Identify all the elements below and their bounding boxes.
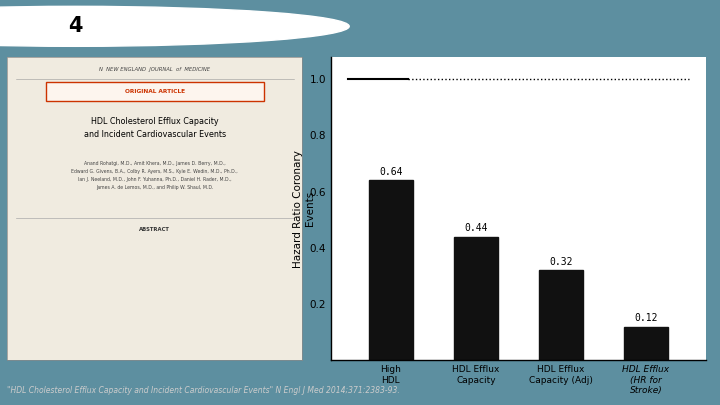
Bar [539, 271, 583, 360]
Text: ORIGINAL ARTICLE: ORIGINAL ARTICLE [125, 89, 185, 94]
Y-axis label: Hazard Ratio Coronary
Events: Hazard Ratio Coronary Events [294, 149, 315, 268]
Text: 0.32: 0.32 [549, 257, 572, 267]
Text: 0.64: 0.64 [379, 167, 402, 177]
Bar [369, 181, 413, 360]
FancyBboxPatch shape [45, 82, 264, 101]
Text: 0.44: 0.44 [464, 223, 487, 233]
Text: 4: 4 [68, 16, 83, 36]
Circle shape [0, 6, 349, 46]
Text: Anand Rohatgi, M.D., Amit Khera, M.D., James D. Berry, M.D.,
Edward G. Givens, B: Anand Rohatgi, M.D., Amit Khera, M.D., J… [71, 162, 238, 190]
Text: "HDL Cholesterol Efflux Capacity and Incident Cardiovascular Events" N Engl J Me: "HDL Cholesterol Efflux Capacity and Inc… [7, 386, 400, 395]
Text: 0.12: 0.12 [634, 313, 658, 323]
Text: Layer: Layer [11, 15, 76, 35]
Text: HDL Cholesterol Efflux Capacity
and Incident Cardiovascular Events: HDL Cholesterol Efflux Capacity and Inci… [84, 117, 226, 139]
Text: N  NEW ENGLAND  JOURNAL  of  MEDICINE: N NEW ENGLAND JOURNAL of MEDICINE [99, 67, 210, 72]
Bar [454, 237, 498, 360]
Text: ABSTRACT: ABSTRACT [140, 227, 170, 232]
Text: - HDL Efflux Issues: - HDL Efflux Issues [104, 15, 332, 35]
Bar [624, 327, 668, 360]
